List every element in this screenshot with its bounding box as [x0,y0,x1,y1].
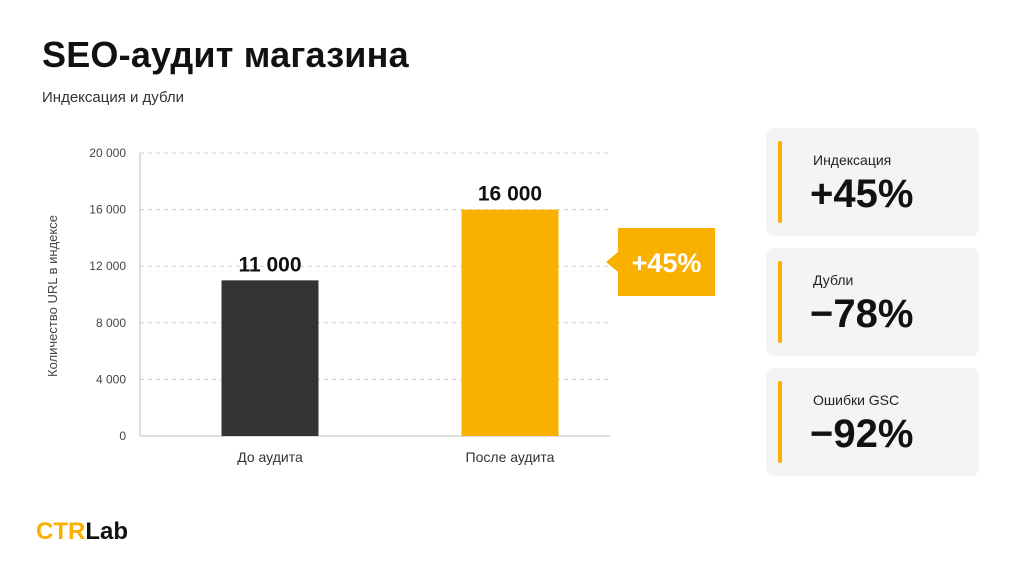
y-axis-label: Количество URL в индексе [45,215,60,377]
accent-bar [778,141,782,223]
accent-bar [778,261,782,343]
data-label: 11 000 [238,253,301,276]
metric-card-gsc-errors: Ошибки GSC −92% [766,368,979,476]
metric-card-indexing: Индексация +45% [766,128,979,236]
bar [221,280,319,436]
metric-label: Индексация [813,152,892,168]
bar [461,209,559,436]
logo-part-ctr: CTR [36,518,86,545]
y-tick-label: 20 000 [89,146,126,160]
metric-card-duplicates: Дубли −78% [766,248,979,356]
x-tick-label: После аудита [466,449,555,465]
metric-value: −78% [810,292,914,336]
logo-part-lab: Lab [85,518,128,545]
bar-chart: 0 4 000 8 000 12 000 16 000 20 000 Количество … [45,146,715,465]
data-label: 16 000 [478,183,542,206]
brand-logo: CTRLab [36,518,128,546]
page-subtitle: Индексация и дубли [42,89,185,106]
annotation-callout [606,228,715,296]
y-tick-label: 12 000 [89,259,126,273]
annotation-text: +45% [632,248,702,278]
metric-value: +45% [810,172,914,216]
y-tick-label: 4 000 [96,372,126,386]
x-tick-label: До аудита [237,449,303,465]
page-title: SEO-аудит магазина [42,34,409,75]
y-tick-label: 16 000 [89,203,126,217]
metric-label: Дубли [813,272,854,288]
metric-value: −92% [810,412,914,456]
y-tick-label: 8 000 [96,316,126,330]
y-tick-label: 0 [119,429,126,443]
accent-bar [778,381,782,463]
metric-label: Ошибки GSC [813,392,900,408]
